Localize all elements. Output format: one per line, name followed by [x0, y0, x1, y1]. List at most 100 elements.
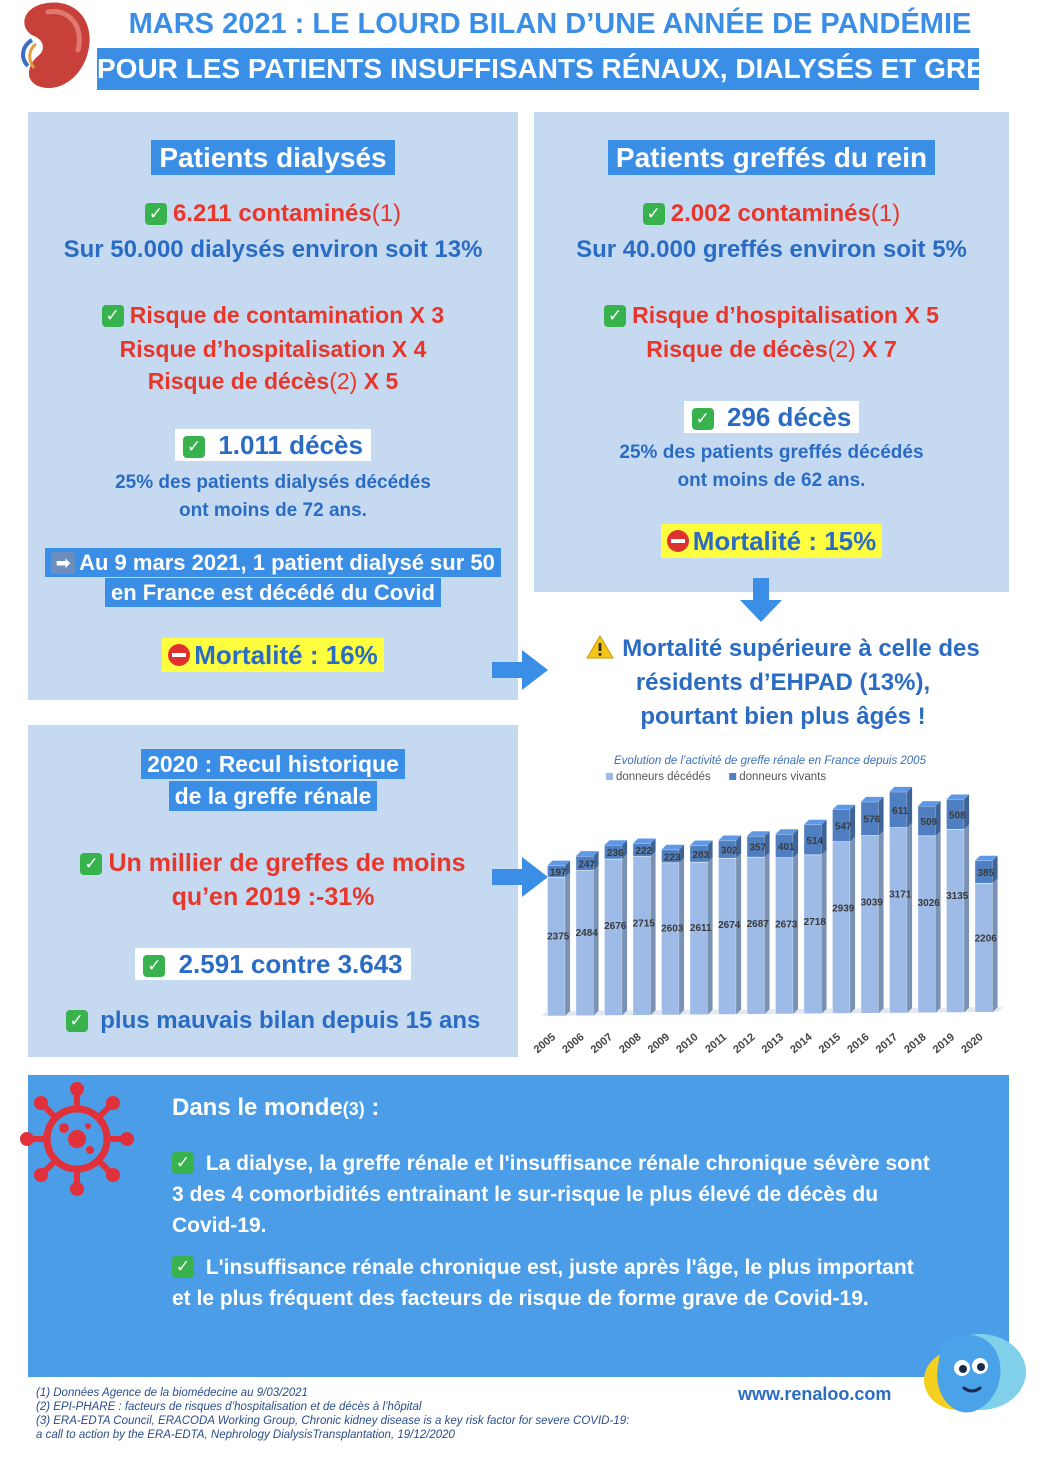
- greffes-age-line2: ont moins de 62 ans.: [677, 470, 866, 491]
- greffes-risque-deces: Risque de décès(2) X 7: [646, 336, 897, 362]
- data-label-2014-series-1: 2718: [804, 917, 827, 928]
- dialyses-contamines: ✓ 6.211 contaminés(1): [28, 200, 518, 228]
- bar-top-2018: [917, 801, 941, 807]
- chart-x-labels: 2005 2006 2007 2008 2009 2010 2011 2012 2013 2014…: [532, 1031, 986, 1056]
- bar-side-2007-series-2: [622, 840, 628, 860]
- monde-paragraph-2: ✓ L'insuffisance rénale chronique est, j…: [172, 1256, 914, 1310]
- bar-side-2020-series-2: [992, 855, 998, 884]
- bar-2016-series-1: [860, 835, 879, 1014]
- dialyses-mortalite: Mortalité : 16%: [162, 638, 384, 672]
- x-tick-2007: 2007: [589, 1031, 615, 1056]
- legend-swatch-1: [606, 773, 613, 780]
- warning-note: Mortalité supérieure à celle des résiden…: [565, 632, 1001, 734]
- bar-side-2011-series-1: [736, 853, 742, 1015]
- monde-paragraph-1: ✓ La dialyse, la greffe rénale et l'insu…: [172, 1152, 930, 1237]
- chart-bars: 2375 197 2484 247 2676 236 2715 222 2603 223 2611 2…: [547, 786, 998, 1017]
- right-arrow-icon: [492, 650, 548, 690]
- x-tick-2012: 2012: [731, 1031, 757, 1056]
- data-label-2006-series-1: 2484: [576, 928, 599, 939]
- check-mark-icon: ✓: [144, 203, 167, 225]
- bar-top-2007: [604, 840, 628, 846]
- bar-top-2010: [689, 840, 713, 846]
- check-mark-icon: ✓: [172, 1152, 194, 1174]
- greffes-risque-hospitalisation: ✓ Risque d’hospitalisation X 5: [534, 302, 1009, 329]
- bar-side-2013-series-2: [793, 829, 799, 858]
- footnote-2: (2) EPI-PHARE : facteurs de risques d’ho…: [36, 1401, 422, 1413]
- data-label-2018-series-2: 509: [920, 817, 937, 828]
- bar-2014-series-1: [803, 854, 822, 1015]
- data-label-2020-series-1: 2206: [975, 933, 998, 944]
- bar-side-2008-series-1: [650, 851, 656, 1016]
- virus-icon: [20, 1082, 134, 1196]
- bar-2009-series-1: [661, 862, 680, 1016]
- data-label-2008-series-1: 2715: [633, 919, 656, 930]
- bar-side-2005-series-2: [565, 860, 571, 878]
- data-label-2006-series-2: 247: [578, 859, 595, 870]
- data-label-2015-series-2: 547: [835, 822, 852, 833]
- site-url[interactable]: www.renaloo.com: [738, 1384, 892, 1404]
- dialyses-age-line1: 25% des patients dialysés décédés: [115, 472, 431, 493]
- check-mark-icon: ✓: [143, 955, 166, 977]
- dialyses-risque-deces: Risque de décès(2) X 5: [147, 368, 399, 394]
- bar-2012-series-1: [746, 856, 765, 1015]
- data-label-2010-series-1: 2611: [690, 923, 712, 934]
- footnote-3a: (3) ERA-EDTA Council, ERACODA Working Gr…: [36, 1415, 630, 1427]
- dialyses-age-line2: ont moins de 72 ans.: [179, 500, 367, 521]
- x-tick-2017: 2017: [874, 1031, 900, 1056]
- x-tick-2019: 2019: [931, 1031, 957, 1056]
- dialyses-risque-hospitalisation: Risque d’hospitalisation X 4: [119, 336, 427, 362]
- data-label-2020-series-2: 385: [977, 868, 994, 879]
- data-label-2015-series-1: 2939: [832, 904, 855, 915]
- bar-side-2018-series-1: [935, 830, 941, 1013]
- bar-side-2020-series-1: [992, 878, 998, 1013]
- data-label-2010-series-2: 283: [692, 850, 709, 861]
- recul-point3: ✓ plus mauvais bilan depuis 15 ans: [28, 1007, 518, 1035]
- bar-2015-series-1: [832, 841, 851, 1014]
- x-tick-2016: 2016: [845, 1031, 871, 1056]
- dialyses-sur-total: Sur 50.000 dialysés environ soit 13%: [63, 236, 483, 263]
- chart-floor-plane: [542, 1007, 1003, 1016]
- bar-side-2010-series-2: [707, 840, 713, 863]
- x-tick-2006: 2006: [560, 1031, 586, 1056]
- bar-top-2017: [889, 786, 913, 792]
- bar-2011-series-1: [718, 857, 737, 1015]
- bar-top-2006: [575, 851, 599, 857]
- stop-sign-icon: [168, 644, 191, 666]
- panel-greffes: Patients greffés du rein ✓ 2.002 contamin…: [534, 112, 1009, 592]
- panel-recul: 2020 : Recul historique de la greffe rén…: [28, 725, 518, 1057]
- bar-side-2005-series-1: [565, 872, 571, 1016]
- greffes-deces: ✓ 296 décès: [683, 401, 860, 433]
- bar-side-2018-series-2: [935, 801, 941, 836]
- bar-side-2017-series-2: [907, 786, 913, 828]
- footnote-3b: a call to action by the ERA-EDTA, Nephro…: [36, 1429, 455, 1441]
- bar-2005-series-1: [547, 876, 566, 1017]
- data-label-2007-series-1: 2676: [604, 921, 627, 932]
- bar-2006-series-1: [575, 870, 594, 1016]
- check-mark-icon: ✓: [65, 1010, 88, 1032]
- dialyses-risque-contamination: ✓ Risque de contamination X 3: [28, 302, 518, 329]
- legend-label-1: donneurs décédés: [616, 771, 711, 783]
- dialyses-mars-line2: en France est décédé du Covid: [105, 578, 441, 607]
- dialyses-deces: ✓ 1.011 décès: [175, 429, 371, 461]
- x-tick-2011: 2011: [703, 1031, 729, 1056]
- data-label-2017-series-2: 611: [892, 806, 909, 817]
- bar-2020-series-1: [974, 883, 993, 1013]
- x-tick-2014: 2014: [788, 1031, 815, 1056]
- data-label-2008-series-2: 222: [635, 846, 652, 857]
- bar-top-2015: [832, 804, 856, 810]
- right-arrow-icon: [492, 857, 548, 897]
- check-mark-icon: ✓: [80, 853, 103, 875]
- chart-floor: [542, 1007, 1003, 1016]
- down-arrow-icon: [740, 578, 782, 622]
- bar-side-2008-series-2: [650, 838, 656, 857]
- x-tick-2005: 2005: [532, 1031, 558, 1056]
- greffes-sur-total: Sur 40.000 greffés environ soit 5%: [576, 236, 967, 263]
- greffes-contamines: ✓ 2.002 contaminés(1): [534, 200, 1009, 228]
- recul-point1-line2: qu’en 2019 :-31%: [171, 883, 375, 911]
- bar-top-2020: [974, 855, 998, 861]
- x-tick-2020: 2020: [959, 1031, 985, 1056]
- bar-top-2009: [661, 844, 685, 850]
- bar-side-2016-series-2: [878, 796, 884, 836]
- greffes-age-line1: 25% des patients greffés décédés: [619, 442, 924, 463]
- kidney-icon: [21, 2, 90, 89]
